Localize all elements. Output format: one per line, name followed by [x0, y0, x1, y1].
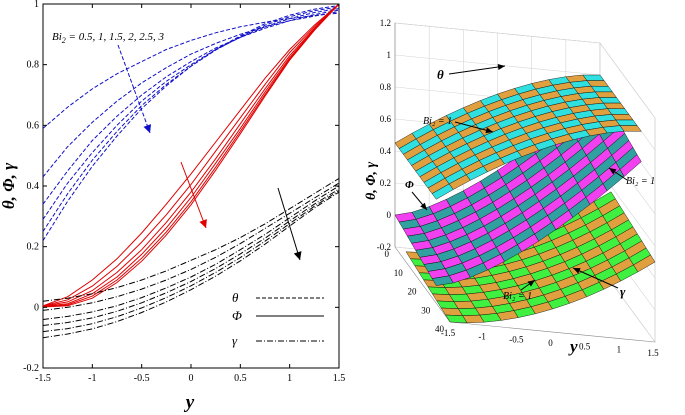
x-tick-label: -1: [88, 373, 96, 384]
right-labels-group: θ Bi₂ = 1 Φ Bi₂ = 1 γ Bi₂ = 1 θ, Φ, γ y: [364, 64, 655, 356]
z-tick-label: 0.4: [380, 146, 392, 156]
left-ticks-group: -1.5 -1 -0.5 0 0.5 1 1.5 -0.2 0 0.2 0.4 0.6 0.8 1: [23, 0, 345, 384]
x-tick-label: 0.5: [234, 373, 247, 384]
x-tick-label: -0.5: [134, 373, 150, 384]
left-series-group: [42, 3, 340, 339]
z-tick-label: 1: [387, 50, 392, 60]
left-x-axis-label: y: [184, 392, 195, 413]
y-tick-label: 0.6: [27, 120, 40, 131]
series-line-gamma-14: [42, 185, 340, 320]
gamma-bi2-annotation: Bi₂ = 1: [503, 291, 532, 302]
x-tick-label: -1.5: [35, 373, 51, 384]
right-x-axis-label: y: [568, 337, 578, 356]
series-line-phi-6: [42, 3, 340, 307]
left-arrows-group: [117, 44, 302, 261]
y-tick-label: 0.8: [27, 60, 40, 71]
y-tick-label: 0.4: [27, 181, 40, 192]
series-line-theta-5: [42, 5, 340, 241]
theta-bi2-arrow-head: [485, 127, 493, 134]
bi2-annotation: Bi2 = 0.5, 1, 1.5, 2, 2.5, 3: [52, 31, 164, 45]
y-tick-label: 0: [34, 302, 39, 313]
theta-trend-arrow: [117, 44, 151, 134]
z-tick-label: 0.8: [380, 82, 392, 92]
series-line-theta-2: [42, 9, 340, 205]
phi-label-arrow-head: [420, 202, 427, 210]
z-tick-label: -0.2: [377, 242, 391, 252]
theta-label-arrow-head: [497, 64, 505, 70]
series-line-theta-0: [42, 12, 340, 129]
series-line-phi-8: [42, 3, 340, 307]
phi-surface-label: Φ: [405, 179, 414, 191]
x-tick-label: 1.5: [333, 373, 346, 384]
u-tick-label: 1: [617, 345, 622, 355]
bi2-annotation-prefix: Bi: [52, 31, 62, 43]
series-line-gamma-16: [42, 190, 340, 333]
u-tick-label: 0: [548, 338, 553, 348]
series-line-phi-11: [42, 3, 340, 308]
series-line-gamma-12: [42, 177, 340, 302]
theta-trend-arrow-head: [143, 124, 152, 133]
bi2-annotation-subscript: 2: [62, 36, 66, 45]
x-tick-label: 0: [189, 373, 194, 384]
gamma-bi2-arrow-head: [527, 280, 535, 287]
gamma-label-arrow-head: [573, 268, 581, 274]
series-line-gamma-13: [42, 182, 340, 311]
depth-tick-label: 10: [394, 268, 404, 278]
depth-tick-label: 0: [385, 249, 390, 259]
phi-trend-arrow-head: [199, 219, 207, 228]
gamma-trend-arrow-head: [293, 251, 302, 260]
series-line-phi-10: [42, 3, 340, 308]
u-tick-label: -1.5: [441, 328, 456, 338]
u-tick-label: -0.5: [509, 335, 524, 345]
y-tick-label: 1: [34, 0, 39, 10]
u-tick-label: -1: [478, 331, 486, 341]
theta-label-arrow: [448, 65, 506, 75]
z-tick-label: 0: [387, 210, 392, 220]
y-tick-label: -0.2: [23, 363, 39, 374]
u-tick-label: 0.5: [579, 341, 591, 351]
left-legend: θΦγ: [232, 290, 324, 348]
phi-bi2-annotation: Bi₂ = 1: [626, 176, 655, 187]
surface-cell-theta: [619, 125, 642, 132]
depth-tick-label: 20: [408, 287, 418, 297]
z-tick-label: 0.6: [380, 114, 392, 124]
y-tick-label: 0.2: [27, 242, 40, 253]
depth-tick-label: 30: [421, 305, 431, 315]
gamma-trend-arrow: [277, 187, 301, 261]
phi-bi2-arrow-head: [609, 168, 617, 175]
gamma-surface-label: γ: [620, 284, 626, 299]
left-line-chart: -1.5 -1 -0.5 0 0.5 1 1.5 -0.2 0 0.2 0.4 0.6 0.8 1 Bi2…: [0, 0, 345, 413]
theta-bi2-annotation: Bi₂ = 1: [423, 116, 452, 127]
series-line-theta-3: [42, 8, 340, 220]
series-line-gamma-17: [42, 191, 340, 339]
legend-label-solid: Φ: [232, 308, 242, 323]
z-tick-label: 1.2: [380, 18, 391, 28]
u-tick-label: 1.5: [647, 348, 659, 358]
left-y-axis-label: θ, Φ, γ: [0, 162, 18, 209]
legend-label-dashed: θ: [232, 290, 239, 305]
right-y-axis-label: θ, Φ, γ: [364, 162, 379, 200]
phi-trend-arrow: [180, 161, 207, 229]
left-plot-frame: [42, 3, 340, 369]
right-surfaces-group: [394, 74, 656, 324]
surface-cell-phi: [619, 154, 642, 177]
z-tick-label: 0.2: [380, 178, 391, 188]
theta-surface-label: θ: [437, 67, 444, 82]
legend-label-dashdot: γ: [232, 333, 238, 348]
series-line-theta-1: [42, 11, 340, 178]
x-tick-label: 1: [287, 373, 292, 384]
gamma-label-arrow: [572, 267, 619, 289]
bi2-annotation-suffix: = 0.5, 1, 1.5, 2, 2.5, 3: [66, 31, 165, 43]
series-line-gamma-15: [42, 188, 340, 326]
z-grid-line-side: [599, 42, 656, 119]
depth-tick-label: 40: [435, 324, 445, 334]
surface-cell-gamma: [633, 254, 656, 273]
series-line-phi-7: [42, 3, 340, 307]
